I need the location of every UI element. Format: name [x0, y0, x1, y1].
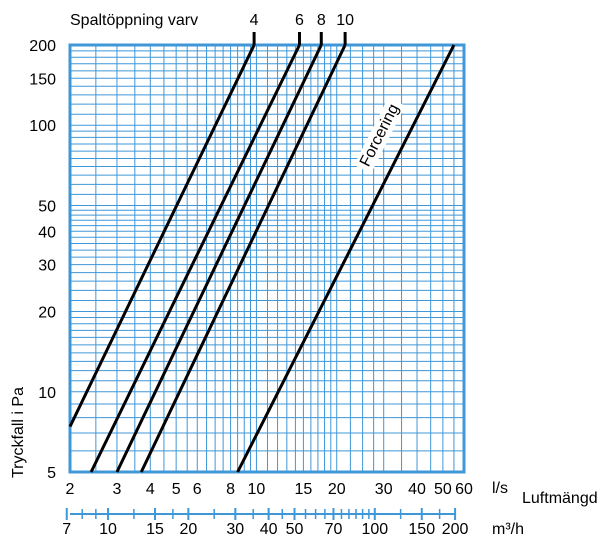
x2-tick-label: 100	[361, 521, 388, 538]
y-tick-label: 150	[29, 71, 56, 88]
x2-tick-label: 15	[146, 521, 164, 538]
x-tick-label: 50	[434, 481, 452, 498]
y-tick-label: 100	[29, 118, 56, 135]
x-tick-label: 2	[66, 481, 75, 498]
x2-tick-label: 7	[62, 521, 71, 538]
x-tick-label: 40	[408, 481, 426, 498]
x2-tick-label: 10	[99, 521, 117, 538]
series-line-4	[68, 44, 256, 428]
y-axis-label: Tryckfall i Pa	[10, 387, 27, 478]
series-line-10	[139, 44, 347, 473]
x-tick-label: 15	[295, 481, 313, 498]
header-label: Spaltöppning varv	[70, 12, 198, 29]
y-tick-label: 200	[29, 38, 56, 55]
series-label-4: 4	[250, 12, 259, 29]
x2-tick-label: 50	[286, 521, 304, 538]
x-tick-label: 60	[455, 481, 473, 498]
series-line-8	[115, 44, 323, 473]
grid	[70, 45, 464, 472]
x-axis-unit: l/s	[492, 480, 508, 497]
series-label-6: 6	[295, 12, 304, 29]
x-tick-label: 3	[113, 481, 122, 498]
x2-tick-label: 150	[408, 521, 435, 538]
series-line-forcering	[236, 44, 456, 473]
series-line-6	[89, 44, 301, 473]
x-tick-label: 30	[375, 481, 393, 498]
y-tick-label: 40	[38, 224, 56, 241]
plot-frame	[68, 43, 466, 474]
annotation-background	[354, 97, 406, 174]
x-tick-label: 4	[146, 481, 155, 498]
x-tick-label: 5	[172, 481, 181, 498]
x-tick-label: 10	[248, 481, 266, 498]
y-tick-label: 5	[47, 465, 56, 482]
x-tick-label: 8	[226, 481, 235, 498]
x2-tick-label: 30	[226, 521, 244, 538]
series-label-10: 10	[336, 12, 354, 29]
series-lines: 4 6 8 10	[68, 12, 456, 473]
x2-tick-label: 40	[260, 521, 278, 538]
x2-tick-label: 70	[325, 521, 343, 538]
series-label-8: 8	[317, 12, 326, 29]
x2-tick-label: 200	[442, 521, 469, 538]
x-tick-label: 20	[328, 481, 346, 498]
x2-tick-label: 20	[179, 521, 197, 538]
y-tick-label: 20	[38, 305, 56, 322]
y-tick-label: 10	[38, 385, 56, 402]
x2-axis-unit: m³/h	[492, 521, 524, 538]
x-tick-label: 6	[193, 481, 202, 498]
y-tick-label: 50	[38, 198, 56, 215]
x-axis-label: Luftmängd	[522, 490, 598, 507]
y-tick-label: 30	[38, 258, 56, 275]
